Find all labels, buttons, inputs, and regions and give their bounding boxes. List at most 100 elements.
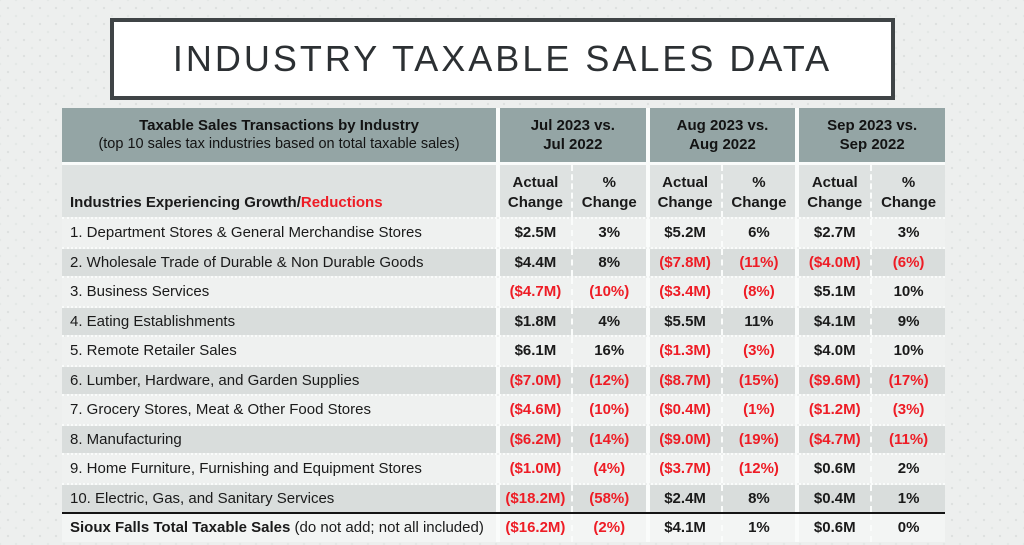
value-cell: (11%) (720, 248, 796, 276)
value-cell: (14%) (570, 425, 646, 453)
value-cell: ($3.7M) (645, 455, 721, 483)
header-period-sep: Sep 2023 vs. Sep 2022 (795, 108, 945, 162)
value-cell: (2%) (570, 514, 646, 542)
value-cell: 0% (870, 514, 945, 542)
value-cell: 3% (570, 219, 646, 247)
value-cell: 6% (720, 219, 796, 247)
table-body: 1. Department Stores & General Merchandi… (62, 217, 945, 542)
value-cell: 4% (570, 307, 646, 335)
industry-name: 10. Electric, Gas, and Sanitary Services (70, 489, 335, 507)
header-period-aug-line2: Aug 2022 (689, 136, 756, 153)
value-cell: ($6.2M) (496, 425, 571, 453)
value-cell: 1% (720, 514, 796, 542)
table-subheader-row: Industries Experiencing Growth/Reduction… (62, 162, 945, 217)
table-row: 3. Business Services ($4.7M) (10%) ($3.4… (62, 276, 945, 306)
industry-name-cell: 10. Electric, Gas, and Sanitary Services (62, 484, 496, 512)
subheader-actual-change-aug: Actual Change (645, 165, 721, 217)
table-row: 10. Electric, Gas, and Sanitary Services… (62, 482, 945, 512)
value-cell: (3%) (720, 337, 796, 365)
industry-name: 8. Manufacturing (70, 430, 182, 448)
value-cell: ($4.7M) (496, 278, 571, 306)
value-cell: $2.7M (795, 219, 871, 247)
value-cell: 10% (870, 278, 945, 306)
value-cell: ($7.0M) (496, 366, 571, 394)
value-cell: ($18.2M) (496, 484, 571, 512)
industry-name: 1. Department Stores & General Merchandi… (70, 224, 422, 242)
value-cell: ($16.2M) (496, 514, 571, 542)
value-cell: ($8.7M) (645, 366, 721, 394)
industry-name-cell: 4. Eating Establishments (62, 307, 496, 335)
industry-name: 5. Remote Retailer Sales (70, 342, 237, 360)
value-cell: 1% (870, 484, 945, 512)
subheader-actual-change-jul: Actual Change (496, 165, 571, 217)
table-row: 2. Wholesale Trade of Durable & Non Dura… (62, 246, 945, 276)
table-row: 4. Eating Establishments $1.8M 4% $5.5M … (62, 305, 945, 335)
subheader-growth-label: Industries Experiencing Growth/Reduction… (62, 165, 496, 217)
subheader-actual-change-sep: Actual Change (795, 165, 871, 217)
table-row: 6. Lumber, Hardware, and Garden Supplies… (62, 364, 945, 394)
value-cell: ($4.0M) (795, 248, 871, 276)
value-cell: ($4.6M) (496, 396, 571, 424)
header-industry-subtitle: (top 10 sales tax industries based on to… (98, 136, 460, 153)
table-row: 1. Department Stores & General Merchandi… (62, 217, 945, 247)
value-cell: $2.4M (645, 484, 721, 512)
industry-name: 9. Home Furniture, Furnishing and Equipm… (70, 460, 422, 478)
value-cell: (8%) (720, 278, 796, 306)
value-cell: (58%) (570, 484, 646, 512)
value-cell: 3% (870, 219, 945, 247)
value-cell: $5.2M (645, 219, 721, 247)
industry-name: Sioux Falls Total Taxable Sales (70, 519, 291, 537)
value-cell: (4%) (570, 455, 646, 483)
industry-name-cell: 3. Business Services (62, 278, 496, 306)
value-cell: ($9.0M) (645, 425, 721, 453)
value-cell: (17%) (870, 366, 945, 394)
reductions-label-red: Reductions (300, 194, 383, 211)
page-title: INDUSTRY TAXABLE SALES DATA (172, 38, 833, 79)
industry-note: (do not add; not all included) (290, 519, 484, 537)
growth-label-black: Industries Experiencing Growth/ (70, 194, 301, 211)
value-cell: 16% (570, 337, 646, 365)
value-cell: $4.0M (795, 337, 871, 365)
industry-name: 6. Lumber, Hardware, and Garden Supplies (70, 371, 360, 389)
industry-name-cell: 9. Home Furniture, Furnishing and Equipm… (62, 455, 496, 483)
industry-name-cell: 7. Grocery Stores, Meat & Other Food Sto… (62, 396, 496, 424)
value-cell: ($7.8M) (645, 248, 721, 276)
value-cell: ($0.4M) (645, 396, 721, 424)
value-cell: ($1.2M) (795, 396, 871, 424)
value-cell: $0.6M (795, 514, 871, 542)
value-cell: ($1.0M) (496, 455, 571, 483)
table-row: 7. Grocery Stores, Meat & Other Food Sto… (62, 394, 945, 424)
value-cell: $5.1M (795, 278, 871, 306)
value-cell: (3%) (870, 396, 945, 424)
header-period-aug: Aug 2023 vs. Aug 2022 (645, 108, 796, 162)
value-cell: $6.1M (496, 337, 571, 365)
table-row: Sioux Falls Total Taxable Sales (do not … (62, 512, 945, 542)
value-cell: $4.1M (645, 514, 721, 542)
title-box: INDUSTRY TAXABLE SALES DATA (110, 18, 895, 100)
value-cell: $4.4M (496, 248, 571, 276)
value-cell: (11%) (870, 425, 945, 453)
value-cell: 11% (720, 307, 796, 335)
value-cell: (10%) (570, 278, 646, 306)
header-industry-title: Taxable Sales Transactions by Industry (139, 116, 419, 134)
header-period-sep-line2: Sep 2022 (839, 136, 905, 153)
industry-name-cell: 1. Department Stores & General Merchandi… (62, 219, 496, 247)
value-cell: 8% (720, 484, 796, 512)
value-cell: ($3.4M) (645, 278, 721, 306)
value-cell: $5.5M (645, 307, 721, 335)
table-row: 5. Remote Retailer Sales $6.1M 16% ($1.3… (62, 335, 945, 365)
value-cell: 10% (870, 337, 945, 365)
taxable-sales-table: Taxable Sales Transactions by Industry (… (62, 108, 945, 542)
industry-name-cell: Sioux Falls Total Taxable Sales (do not … (62, 514, 496, 542)
industry-name-cell: 6. Lumber, Hardware, and Garden Supplies (62, 366, 496, 394)
industry-name-cell: 2. Wholesale Trade of Durable & Non Dura… (62, 248, 496, 276)
industry-name-cell: 8. Manufacturing (62, 425, 496, 453)
value-cell: $0.4M (795, 484, 871, 512)
industry-name: 2. Wholesale Trade of Durable & Non Dura… (70, 253, 424, 271)
value-cell: (6%) (870, 248, 945, 276)
header-period-jul-line1: Jul 2023 vs. (530, 116, 615, 134)
value-cell: 2% (870, 455, 945, 483)
value-cell: (12%) (720, 455, 796, 483)
value-cell: $2.5M (496, 219, 571, 247)
value-cell: (10%) (570, 396, 646, 424)
